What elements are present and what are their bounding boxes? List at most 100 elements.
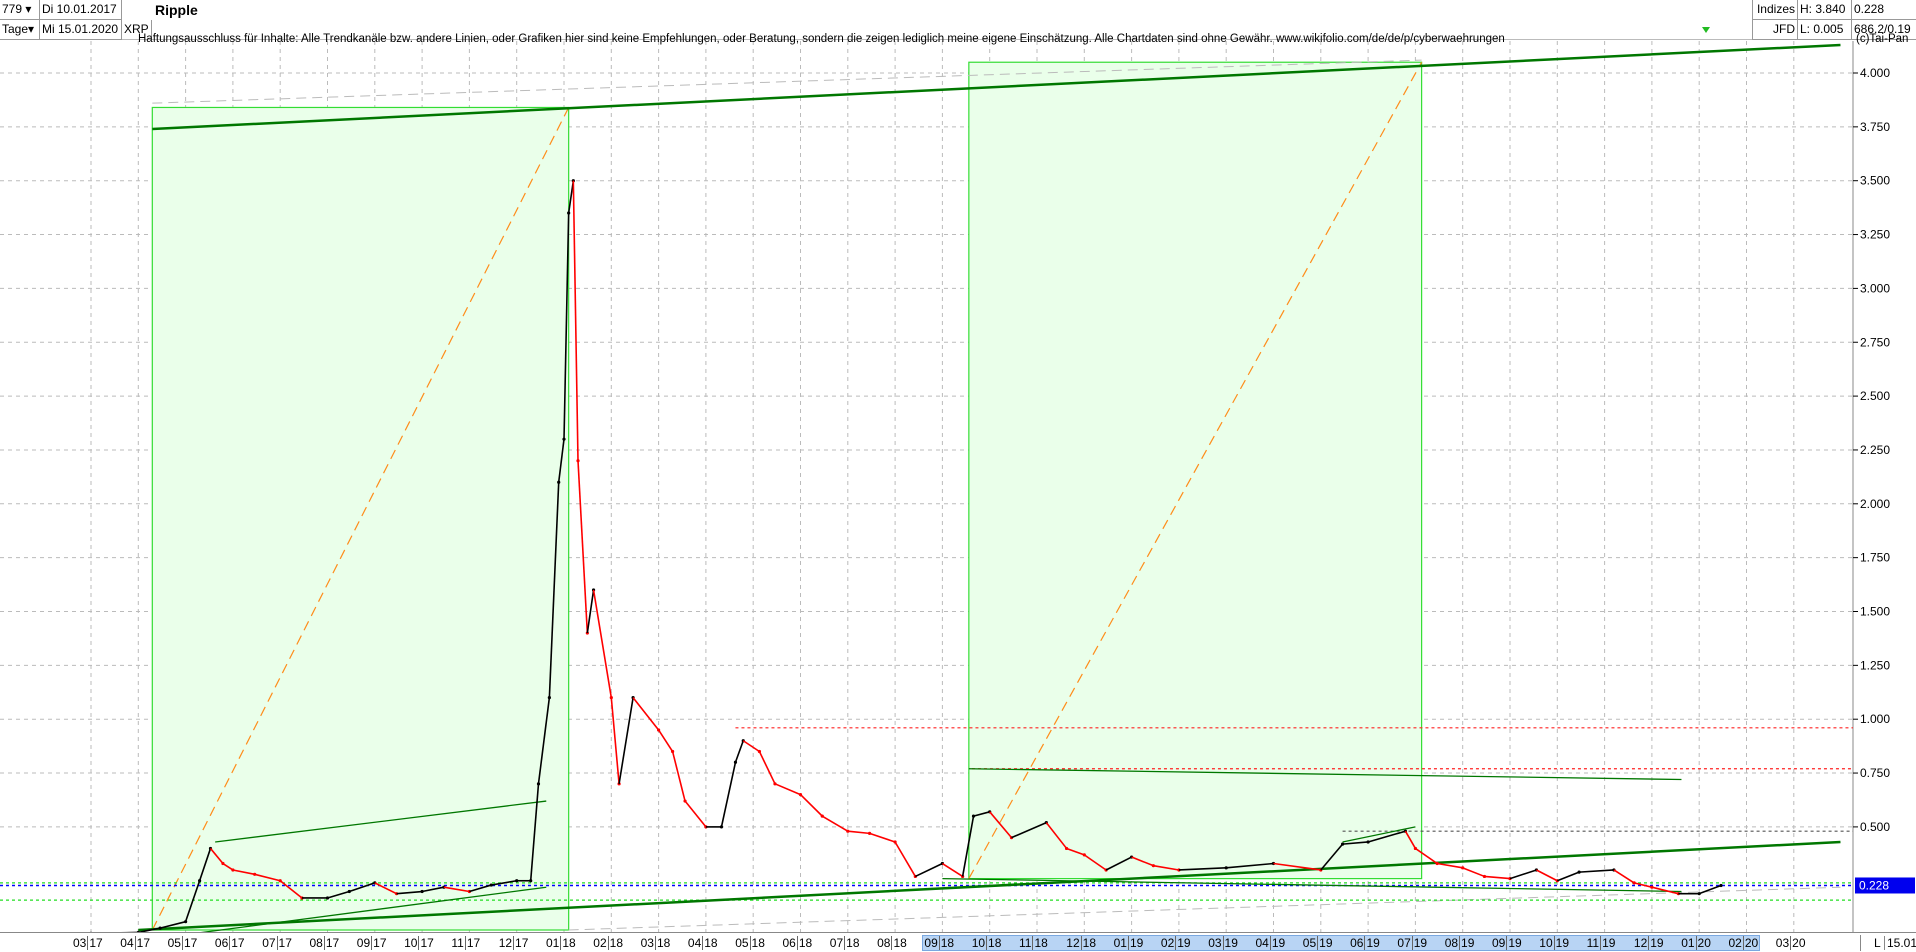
price-segment [821,815,849,832]
x-tick-label: 07 18 [829,936,860,950]
price-segment [734,740,744,763]
count-dropdown[interactable]: 779 ▾ [0,0,40,20]
x-tick-label: 06 18 [782,936,813,950]
x-tick-label: 02 18 [593,936,624,950]
price-segment [869,832,896,843]
price-segment [961,815,975,877]
marker-triangle-icon [1702,27,1710,33]
price-segment [989,811,1013,839]
price-segment [758,751,776,785]
y-tick-label: 2.500 [1860,389,1890,403]
x-tick-label: 07 17 [262,936,292,950]
price-segment [469,884,492,893]
trend-line-thin [185,886,547,936]
y-tick-label: 1.000 [1860,712,1890,726]
mode-label: L [1874,936,1881,950]
trend-line-thin [968,768,1682,781]
y-tick-label: 3.000 [1860,281,1890,295]
price-segment [537,697,551,784]
price-segment [1083,854,1107,871]
price-segment [159,920,186,929]
price-segment [657,729,674,752]
y-tick-label: 3.500 [1860,174,1890,188]
price-segment [327,890,350,899]
price-segment [222,862,234,871]
x-tick-label: 06 17 [214,936,245,950]
y-tick-label: 1.500 [1860,605,1890,619]
x-tick-label: 01 18 [546,936,576,950]
price-segment [1404,830,1417,849]
price-segment [1698,884,1722,895]
price-segment [1462,867,1485,878]
x-tick-label: 04 19 [1255,936,1286,950]
x-tick-label: 10 19 [1539,936,1570,950]
y-tick-label: 3.750 [1860,120,1890,134]
price-segment [742,740,760,753]
price-segment [198,848,212,882]
price-segment [632,697,660,731]
dropdown-arrow-icon: ▾ [25,2,32,16]
price-point [1719,883,1723,888]
price-segment [1153,864,1180,871]
price-segment [1066,847,1085,856]
price-segment [349,882,376,893]
last-price-badge [1855,877,1915,894]
disclaimer: Haftungsausschluss für Inhalte: Alle Tre… [138,33,1505,45]
low-value: L: 0.005 [1798,20,1852,40]
price-segment [586,589,595,634]
x-tick-label: 04 18 [687,936,718,950]
x-tick-label: 09 17 [356,936,387,950]
period-dropdown[interactable]: Tage▾ [0,20,40,40]
period-value: Tage [2,22,29,36]
price-segment [592,589,613,698]
price-segment [1226,862,1274,869]
trend-line-thick [138,840,1841,932]
divider [1860,935,1861,951]
x-tick-label: 05 19 [1302,936,1333,950]
date-to[interactable]: Mi 15.01.2020 [40,20,122,40]
price-segment [1437,862,1463,869]
price-segment [1011,821,1047,839]
y-tick-label: 2.250 [1860,443,1890,457]
y-tick-label: 1.750 [1860,551,1890,565]
price-segment [254,873,281,882]
source-label: JFD [1752,20,1798,40]
price-segment [209,847,224,865]
last-value: 0.228 [1852,0,1916,20]
x-tick-label: 04 17 [120,936,151,950]
copyright: (c)Tai-Pan [1856,33,1909,45]
price-segment [1367,830,1406,843]
x-tick-label: 05 17 [167,936,198,950]
x-tick-label: 10 18 [971,936,1002,950]
last-price-label: 0.228 [1859,878,1889,892]
price-segment [557,439,565,483]
selected-range[interactable] [922,935,1760,951]
price-segment [1651,886,1679,895]
price-segment [529,783,540,881]
price-segment [1131,856,1154,867]
x-tick-label: 11 18 [1019,936,1048,950]
price-segment [1320,843,1344,871]
count-value: 779 [2,2,23,16]
price-segment [138,927,161,934]
x-tick-label: 03 19 [1208,936,1238,950]
y-tick-label: 3.250 [1860,228,1890,242]
x-tick-label: 12 17 [498,936,529,950]
trend-line-thick [152,43,1841,131]
extra-value: 686.2/0.19 [1852,20,1916,40]
price-segment [610,697,620,784]
price-segment [914,862,943,878]
x-tick-label: 07 19 [1397,936,1428,950]
x-tick-label: 01 20 [1681,936,1711,950]
x-tick-label: 09 19 [1492,936,1522,950]
price-segment [548,482,560,698]
x-tick-label: 11 17 [451,936,481,950]
high-value: H: 3.840 [1798,0,1852,20]
price-segment [1557,871,1580,882]
price-segment [577,460,589,634]
price-segment [1178,867,1227,871]
x-tick-label: 12 19 [1633,936,1664,950]
date-from[interactable]: Di 10.01.2017 [40,0,122,20]
